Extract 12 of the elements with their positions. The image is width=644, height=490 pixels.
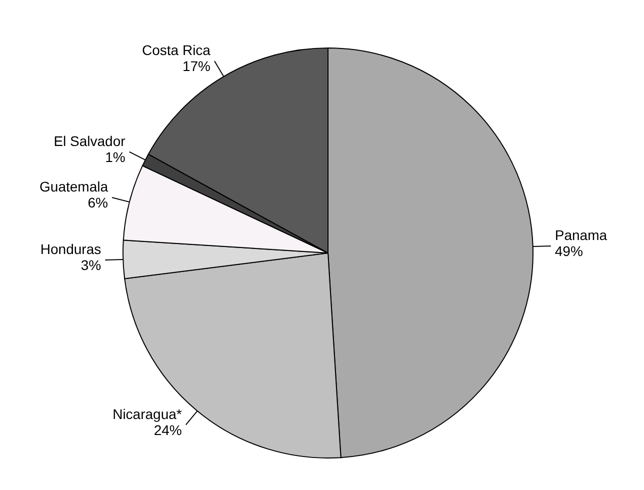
slice-label: Panama [554,226,608,243]
data-label: 17% [182,58,210,74]
slice-label: El Salvador [54,132,126,149]
slice-label: Honduras [40,241,102,258]
slice-label: Guatemala [40,178,108,195]
slice-label: Nicaragua* [112,406,182,422]
data-label: 3% [80,257,102,274]
data-label: 6% [88,194,108,211]
slice-label: Costa Rica [142,42,211,58]
data-label: 49% [554,242,583,259]
data-label: 24% [154,422,182,438]
data-label: 1% [105,148,126,165]
